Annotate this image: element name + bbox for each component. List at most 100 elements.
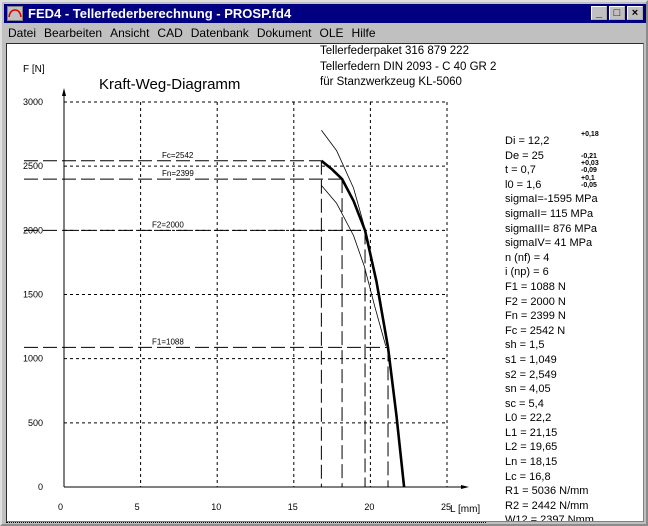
parameter-row: i (np) = 6 — [505, 265, 598, 280]
parameter-row: Fn = 2399 N — [505, 309, 598, 324]
parameter-text: Fn = 2399 N — [505, 310, 566, 323]
tolerance-upper: +0,03 — [581, 160, 599, 168]
parameter-row: s1 = 1,049 — [505, 353, 598, 368]
parameter-row: De = 25 -0,21 — [505, 149, 598, 164]
parameter-row: l0 = 1,6 +0,1 -0,05 — [505, 174, 598, 193]
parameter-text: Ln = 18,15 — [505, 456, 558, 469]
parameter-row: Ln = 18,15 — [505, 455, 598, 470]
parameter-row: L2 = 19,65 — [505, 440, 598, 455]
parameter-row: sh = 1,5 — [505, 338, 598, 353]
force-marker-label: F1=1088 — [152, 337, 184, 346]
parameter-row: sigmaIII= 876 MPa — [505, 222, 598, 237]
parameter-row: F1 = 1088 N — [505, 280, 598, 295]
parameter-text: Lc = 16,8 — [505, 470, 551, 483]
parameter-row: Lc = 16,8 — [505, 470, 598, 485]
force-marker-label: F2=2000 — [152, 220, 184, 229]
parameter-row: L1 = 21,15 — [505, 426, 598, 441]
parameter-text: Fc = 2542 N — [505, 324, 566, 337]
parameter-text: s2 = 2,549 — [505, 368, 557, 381]
parameter-text: sigmaIII= 876 MPa — [505, 222, 598, 235]
y-tick-label: 3000 — [23, 97, 43, 107]
app-icon — [7, 6, 23, 21]
y-tick-label: 500 — [28, 418, 43, 428]
parameter-text: sigmaIV= 41 MPa — [505, 237, 593, 250]
chart-title: Kraft-Weg-Diagramm — [99, 76, 241, 93]
menu-bearbeiten[interactable]: Bearbeiten — [44, 26, 103, 40]
parameter-text: L1 = 21,15 — [505, 426, 558, 439]
series-lower — [321, 185, 387, 346]
menu-ansicht[interactable]: Ansicht — [110, 26, 150, 40]
tolerance-lower: -0,21 — [581, 152, 597, 160]
parameter-row: W12 = 2397 Nmm — [505, 513, 598, 522]
parameter-text: t = 0,7 — [505, 164, 536, 177]
parameter-list: Di = 12,2 +0,18 De = 25 -0,21 t = 0,7 +0,03 -0… — [505, 131, 599, 522]
parameter-row: sc = 5,4 — [505, 397, 598, 412]
series-upper — [321, 129, 391, 359]
close-button[interactable]: × — [627, 6, 643, 20]
parameter-row: n (nf) = 4 — [505, 251, 598, 266]
title-bar: FED4 - Tellerfederberechnung - PROSP.fd4… — [4, 4, 646, 23]
parameter-text: F2 = 2000 N — [505, 295, 566, 308]
y-axis-arrow — [62, 88, 66, 96]
parameter-row: L0 = 22,2 — [505, 411, 598, 426]
parameter-row: sigmaIV= 41 MPa — [505, 236, 598, 251]
force-marker-label: Fn=2399 — [162, 169, 194, 178]
parameter-text: n (nf) = 4 — [505, 251, 550, 264]
menu-cad[interactable]: CAD — [157, 26, 183, 40]
tolerance-upper: +0,18 — [581, 131, 599, 138]
y-tick-label: 0 — [38, 482, 43, 492]
parameter-row: sn = 4,05 — [505, 382, 598, 397]
parameter-text: sh = 1,5 — [505, 339, 545, 352]
x-tick-label: 15 — [288, 502, 298, 512]
menu-ole[interactable]: OLE — [319, 26, 344, 40]
parameter-text: s1 = 1,049 — [505, 353, 557, 366]
tolerance-upper: +0,1 — [581, 174, 595, 182]
series-nominal — [320, 159, 406, 488]
minimize-button[interactable]: _ — [591, 6, 607, 20]
menu-hilfe[interactable]: Hilfe — [351, 26, 376, 40]
parameter-row: R2 = 2442 N/mm — [505, 499, 598, 514]
parameter-row: sigmaI=-1595 MPa — [505, 192, 598, 207]
menu-datenbank[interactable]: Datenbank — [190, 26, 249, 40]
menu-datei[interactable]: Datei — [8, 26, 37, 40]
menu-dokument[interactable]: Dokument — [256, 26, 312, 40]
y-axis-label: F [N] — [23, 64, 45, 75]
parameter-text: sn = 4,05 — [505, 383, 551, 396]
header-line: Tellerfedern DIN 2093 - C 40 GR 2 — [320, 60, 497, 73]
parameter-text: R1 = 5036 N/mm — [505, 485, 589, 498]
header-info: Tellerfederpaket 316 879 222 Tellerfeder… — [320, 44, 496, 91]
x-tick-label: 20 — [364, 502, 374, 512]
parameter-row: Fc = 2542 N — [505, 324, 598, 339]
parameter-text: sc = 5,4 — [505, 397, 544, 410]
y-tick-label: 1000 — [23, 354, 43, 364]
parameter-row: sigmaII= 115 MPa — [505, 207, 598, 222]
x-axis-arrow — [461, 485, 469, 489]
status-bar — [6, 522, 486, 524]
parameter-row: t = 0,7 +0,03 -0,09 — [505, 160, 599, 178]
force-travel-chart: 0 5 10 15 20 25050010001500200025003000Fc=254… — [23, 88, 469, 512]
y-tick-label: 2500 — [23, 161, 43, 171]
parameter-text: Di = 12,2 — [505, 135, 550, 147]
parameter-row: R1 = 5036 N/mm — [505, 484, 598, 499]
menu-bar: Datei Bearbeiten Ansicht CAD Datenbank D… — [4, 24, 380, 43]
parameter-text: sigmaI=-1595 MPa — [505, 193, 598, 206]
x-tick-label: 25 — [441, 502, 451, 512]
x-tick-label: 0 — [58, 502, 63, 512]
x-axis-label: L [mm] — [450, 504, 481, 515]
maximize-button[interactable]: □ — [609, 6, 625, 20]
parameter-text: F1 = 1088 N — [505, 280, 566, 293]
parameter-row: s2 = 2,549 — [505, 368, 598, 383]
x-tick-label: 5 — [135, 502, 140, 512]
parameter-text: sigmaII= 115 MPa — [505, 207, 594, 220]
header-line: Tellerfederpaket 316 879 222 — [320, 45, 469, 57]
parameter-text: l0 = 1,6 — [505, 178, 542, 191]
parameter-text: De = 25 — [505, 149, 544, 162]
force-marker-label: Fc=2542 — [162, 151, 194, 160]
parameter-text: L2 = 19,65 — [505, 441, 558, 454]
parameter-text: W12 = 2397 Nmm — [505, 514, 594, 522]
tolerance-lower: -0,09 — [581, 167, 597, 175]
parameter-text: i (np) = 6 — [505, 266, 549, 279]
x-tick-label: 10 — [211, 502, 221, 512]
window-title: FED4 - Tellerfederberechnung - PROSP.fd4 — [28, 6, 292, 21]
